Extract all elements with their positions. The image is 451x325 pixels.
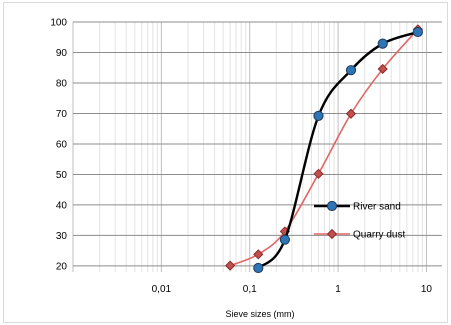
legend-swatch-marker	[326, 228, 338, 240]
y-tick-label: 60	[56, 139, 68, 150]
x-tick-label: 0,01	[152, 284, 172, 295]
data-point-quarry-dust	[253, 249, 264, 260]
data-point-quarry-dust	[377, 63, 388, 75]
data-point-river-sand	[345, 65, 357, 76]
data-point-quarry-dust	[313, 168, 324, 179]
series-river-sand	[253, 26, 423, 274]
y-tick-label: 100	[50, 18, 67, 29]
legend: River sand Quarry dust	[314, 200, 405, 241]
y-tick-label: 90	[56, 48, 68, 59]
series-layer	[225, 24, 423, 274]
legend-swatch-marker	[326, 200, 338, 212]
y-tick-label: 50	[56, 170, 68, 181]
y-tick-label: 80	[56, 78, 68, 89]
x-axis-label: Sieve sizes (mm)	[225, 309, 294, 319]
chart-frame	[3, 2, 448, 323]
data-point-river-sand	[279, 234, 290, 245]
data-point-quarry-dust	[225, 260, 236, 271]
data-point-river-sand	[313, 110, 324, 122]
y-tick-label: 40	[56, 200, 68, 211]
legend-label: Quarry dust	[353, 230, 405, 241]
data-point-river-sand	[412, 26, 423, 38]
legend-label: River sand	[353, 202, 401, 213]
y-tick-label: 70	[56, 109, 68, 120]
y-tick-label: 20	[56, 261, 68, 272]
x-tick-label: 10	[421, 284, 433, 295]
legend-item-quarry-dust: Quarry dust	[314, 228, 405, 241]
tick-labels: 20 30 40 50 60 70 80 90 100 0,01 0,1 1 10	[50, 18, 432, 296]
y-tick-label: 30	[56, 231, 68, 242]
data-point-quarry-dust	[345, 108, 357, 119]
data-point-river-sand	[253, 262, 264, 274]
x-tick-label: 1	[335, 284, 341, 295]
x-tick-label: 0,1	[243, 284, 257, 295]
data-point-river-sand	[377, 38, 388, 49]
grid	[72, 21, 442, 272]
legend-item-river-sand: River sand	[314, 200, 401, 213]
